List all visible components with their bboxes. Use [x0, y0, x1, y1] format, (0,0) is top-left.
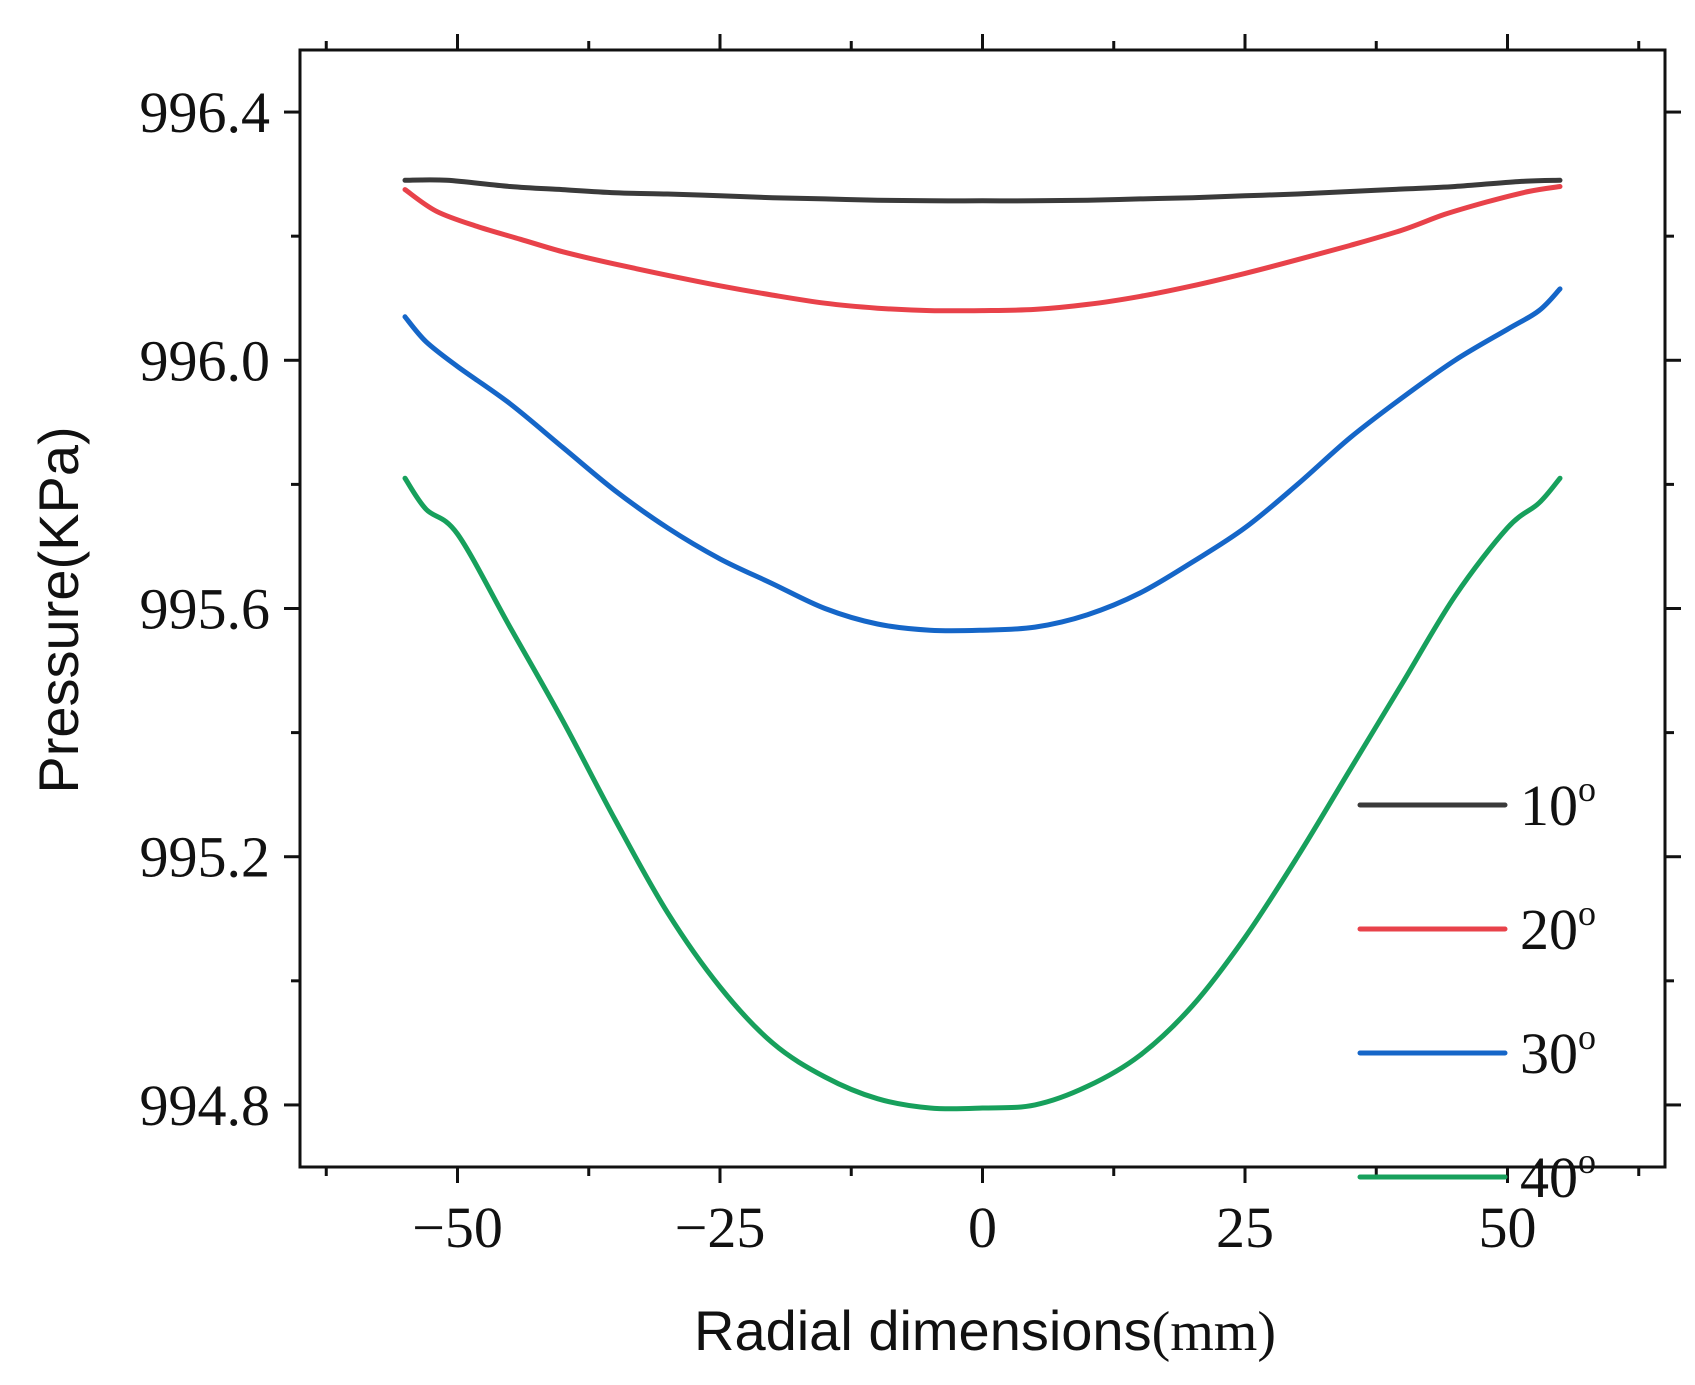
y-tick-label: 995.6 — [140, 577, 271, 642]
axis-ticks — [284, 34, 1681, 1183]
legend-label: 20o — [1520, 893, 1596, 962]
legend-label: 40o — [1520, 1141, 1596, 1210]
legend-label-degree: o — [1578, 1141, 1596, 1181]
legend-label-value: 30 — [1520, 1021, 1578, 1086]
legend-label: 30o — [1520, 1017, 1596, 1086]
plot-frame — [298, 48, 1667, 1169]
legend-label: 10o — [1520, 769, 1596, 838]
x-tick-label: −25 — [675, 1195, 766, 1260]
y-tick-label: 996.4 — [140, 80, 271, 145]
legend-label-degree: o — [1578, 893, 1596, 933]
y-tick-label: 995.2 — [140, 825, 271, 890]
x-axis-title: Radial dimensions(mm) — [694, 1299, 1276, 1363]
legend-label-value: 20 — [1520, 897, 1578, 962]
series-lines — [402, 177, 1563, 1112]
y-tick-label: 996.0 — [140, 328, 271, 393]
y-tick-label: 994.8 — [140, 1073, 271, 1138]
legend-item: 20o — [1357, 893, 1596, 962]
x-axis-title-text: Radial dimensions — [694, 1299, 1152, 1362]
x-tick-label: 25 — [1216, 1195, 1274, 1260]
legend-item: 30o — [1357, 1017, 1596, 1086]
series-line-30 — [402, 286, 1563, 634]
x-tick-label: 50 — [1479, 1195, 1537, 1260]
legend-label-value: 40 — [1520, 1145, 1578, 1210]
x-axis-title-unit: (mm) — [1152, 1301, 1276, 1363]
x-tick-label: −50 — [412, 1195, 503, 1260]
series-line-40 — [402, 475, 1563, 1112]
legend-item: 10o — [1357, 769, 1596, 838]
legend-item: 40o — [1357, 1141, 1596, 1210]
y-tick-labels: 994.8 995.2 995.6 996.0 996.4 — [140, 80, 271, 1138]
series-line-10 — [402, 177, 1563, 204]
legend-label-value: 10 — [1520, 773, 1578, 838]
legend-label-degree: o — [1578, 769, 1596, 809]
series-line-20 — [402, 184, 1563, 314]
x-tick-label: 0 — [968, 1195, 997, 1260]
legend-label-degree: o — [1578, 1017, 1596, 1057]
y-axis-title: Pressure(KPa) — [27, 426, 90, 793]
x-tick-labels: −50 −25 0 25 50 — [412, 1195, 1536, 1260]
